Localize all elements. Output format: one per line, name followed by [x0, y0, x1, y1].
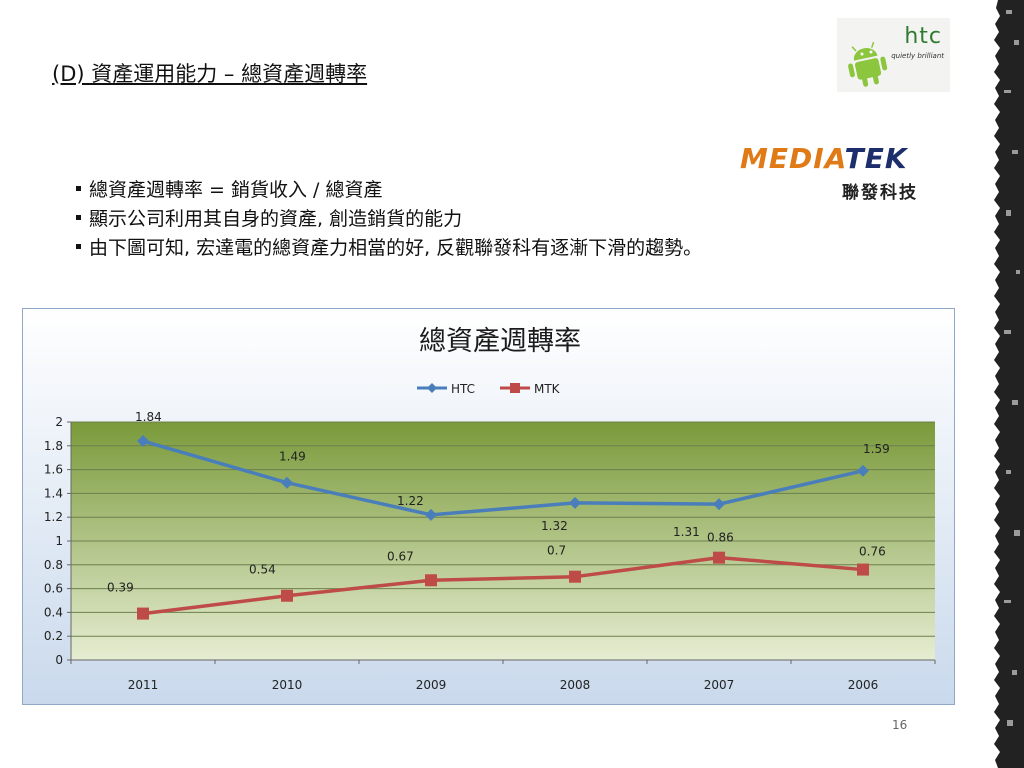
y-tick-label: 1.6 [44, 463, 63, 477]
data-label-htc: 1.59 [863, 442, 890, 456]
bullet-text: 總資產週轉率 = 銷貨收入 / 總資產 [89, 179, 383, 201]
data-label-mtk: 0.67 [387, 549, 414, 563]
y-tick-label: 0.4 [44, 605, 63, 619]
x-tick-label: 2011 [128, 678, 159, 692]
mediatek-logo-part2: TEK [844, 142, 908, 175]
bullet-item: 總資產週轉率 = 銷貨收入 / 總資產 [76, 176, 702, 205]
data-point-mtk [425, 574, 437, 587]
series-line-htc [142, 439, 864, 517]
x-tick-label: 2006 [848, 678, 879, 692]
data-label-mtk: 0.54 [249, 563, 276, 577]
mediatek-logo: MEDIATEK [740, 142, 908, 175]
android-robot-icon [848, 41, 888, 87]
data-point-mtk [569, 570, 581, 583]
chart-legend: HTC MTK [417, 382, 561, 396]
data-label-htc: 1.32 [541, 519, 568, 533]
data-label-mtk: 0.39 [107, 581, 134, 595]
htc-wordmark: htc [904, 24, 942, 49]
data-point-htc [569, 496, 581, 509]
data-label-htc: 1.31 [673, 525, 700, 539]
bullet-marker [76, 215, 81, 220]
x-tick-label: 2008 [560, 678, 591, 692]
data-point-htc [425, 508, 437, 521]
y-tick-label: 1.8 [44, 439, 63, 453]
slide-title: (D) 資產運用能力 – 總資產週轉率 [52, 62, 368, 86]
data-point-htc [281, 476, 293, 489]
series-line-mtk [142, 555, 864, 616]
y-tick-label: 2 [55, 415, 63, 429]
mediatek-logo-part1: MEDIA [740, 142, 845, 175]
bullet-item: 由下圖可知, 宏達電的總資產力相當的好, 反觀聯發科有逐漸下滑的趨勢。 [76, 234, 702, 263]
x-tick-label: 2009 [416, 678, 447, 692]
y-tick-label: 0.2 [44, 629, 63, 643]
data-point-mtk [281, 589, 293, 602]
y-tick-label: 1.2 [44, 510, 63, 524]
y-tick-label: 1.4 [44, 486, 63, 500]
data-point-htc [713, 498, 725, 511]
y-tick-label: 0 [55, 653, 63, 667]
bullet-marker [76, 186, 81, 191]
data-label-htc: 1.22 [397, 494, 424, 508]
bullet-list: 總資產週轉率 = 銷貨收入 / 總資產 顯示公司利用其自身的資產, 創造銷貨的能… [76, 176, 702, 263]
data-point-mtk [137, 607, 149, 620]
y-tick-label: 0.8 [44, 558, 63, 572]
torn-edge-decoration [992, 0, 1024, 768]
data-label-htc: 1.84 [135, 410, 162, 424]
legend-label-mtk: MTK [534, 382, 561, 396]
y-tick-label: 1 [55, 534, 63, 548]
data-label-mtk: 0.86 [707, 531, 734, 545]
bullet-text: 顯示公司利用其自身的資產, 創造銷貨的能力 [89, 208, 463, 230]
data-label-mtk: 0.7 [547, 544, 566, 558]
legend-label-htc: HTC [451, 382, 475, 396]
data-point-mtk [857, 563, 869, 576]
chart-title: 總資產週轉率 [419, 326, 581, 357]
data-point-mtk [713, 551, 725, 564]
data-point-htc [137, 435, 149, 448]
mediatek-subtitle: 聯發科技 [842, 183, 918, 203]
bullet-marker [76, 244, 81, 249]
x-tick-label: 2007 [704, 678, 735, 692]
page-number: 16 [892, 718, 908, 732]
htc-tagline: quietly brilliant [891, 52, 944, 60]
data-label-htc: 1.49 [279, 450, 306, 464]
y-tick-label: 0.6 [44, 582, 63, 596]
data-point-htc [857, 464, 869, 477]
data-label-mtk: 0.76 [859, 545, 886, 559]
turnover-chart: 0 0.2 0.4 0.6 0.8 1 1.2 1.4 1.6 1.8 2 2011 2010 2009 2… [22, 308, 955, 705]
htc-logo: htc quietly brilliant [837, 18, 950, 92]
bullet-item: 顯示公司利用其自身的資產, 創造銷貨的能力 [76, 205, 702, 234]
x-tick-label: 2010 [272, 678, 303, 692]
bullet-text: 由下圖可知, 宏達電的總資產力相當的好, 反觀聯發科有逐漸下滑的趨勢。 [89, 237, 703, 259]
